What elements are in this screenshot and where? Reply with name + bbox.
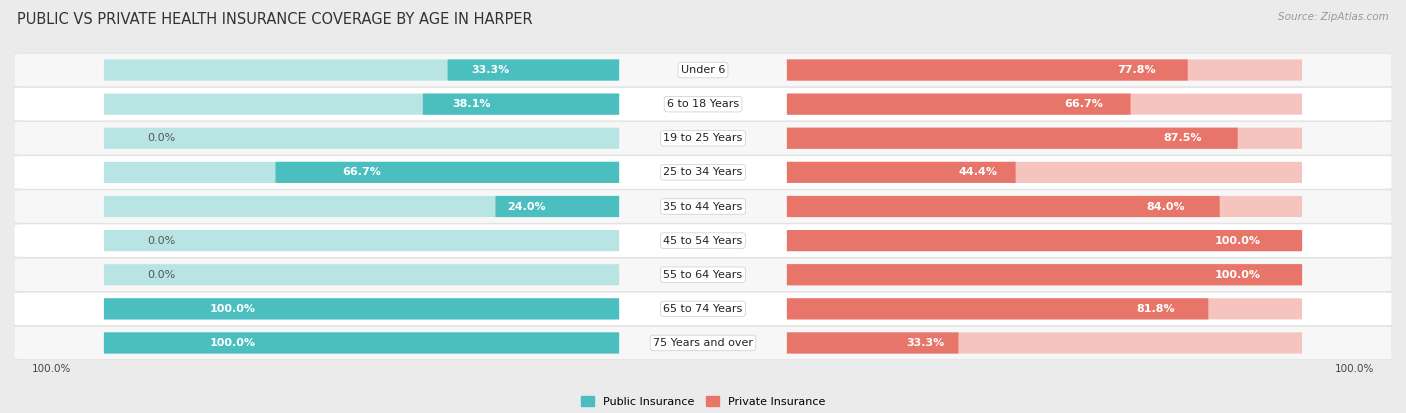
Legend: Public Insurance, Private Insurance: Public Insurance, Private Insurance [576,392,830,411]
Text: 35 to 44 Years: 35 to 44 Years [664,202,742,211]
FancyBboxPatch shape [104,59,619,81]
FancyBboxPatch shape [14,121,1392,155]
Text: 6 to 18 Years: 6 to 18 Years [666,99,740,109]
FancyBboxPatch shape [104,128,619,149]
Text: 66.7%: 66.7% [342,167,381,177]
FancyBboxPatch shape [787,230,1302,251]
FancyBboxPatch shape [14,190,1392,223]
Text: 100.0%: 100.0% [209,338,256,348]
Text: 24.0%: 24.0% [508,202,546,211]
FancyBboxPatch shape [14,326,1392,360]
Text: 33.3%: 33.3% [907,338,945,348]
FancyBboxPatch shape [104,230,619,251]
Text: 65 to 74 Years: 65 to 74 Years [664,304,742,314]
FancyBboxPatch shape [104,264,619,285]
Text: 38.1%: 38.1% [453,99,491,109]
FancyBboxPatch shape [104,94,619,115]
Text: 0.0%: 0.0% [148,236,176,246]
FancyBboxPatch shape [14,292,1392,325]
Text: 100.0%: 100.0% [32,364,72,374]
FancyBboxPatch shape [423,94,619,115]
Text: 81.8%: 81.8% [1136,304,1174,314]
FancyBboxPatch shape [787,298,1302,319]
Text: 75 Years and over: 75 Years and over [652,338,754,348]
FancyBboxPatch shape [104,196,619,217]
Text: 0.0%: 0.0% [148,133,176,143]
FancyBboxPatch shape [787,162,1015,183]
FancyBboxPatch shape [14,53,1392,87]
FancyBboxPatch shape [787,264,1302,285]
FancyBboxPatch shape [787,332,959,354]
Text: 84.0%: 84.0% [1146,202,1185,211]
FancyBboxPatch shape [104,162,619,183]
FancyBboxPatch shape [447,59,619,81]
Text: 55 to 64 Years: 55 to 64 Years [664,270,742,280]
FancyBboxPatch shape [787,94,1302,115]
Text: 25 to 34 Years: 25 to 34 Years [664,167,742,177]
FancyBboxPatch shape [104,298,619,319]
FancyBboxPatch shape [787,230,1302,251]
Text: 77.8%: 77.8% [1116,65,1156,75]
Text: Source: ZipAtlas.com: Source: ZipAtlas.com [1278,12,1389,22]
FancyBboxPatch shape [14,224,1392,257]
Text: 100.0%: 100.0% [1215,270,1261,280]
Text: 19 to 25 Years: 19 to 25 Years [664,133,742,143]
FancyBboxPatch shape [787,298,1208,319]
Text: 33.3%: 33.3% [471,65,509,75]
Text: 100.0%: 100.0% [1215,236,1261,246]
FancyBboxPatch shape [495,196,619,217]
FancyBboxPatch shape [14,88,1392,121]
FancyBboxPatch shape [14,258,1392,292]
FancyBboxPatch shape [14,156,1392,189]
FancyBboxPatch shape [787,128,1237,149]
Text: PUBLIC VS PRIVATE HEALTH INSURANCE COVERAGE BY AGE IN HARPER: PUBLIC VS PRIVATE HEALTH INSURANCE COVER… [17,12,533,27]
Text: 87.5%: 87.5% [1163,133,1202,143]
FancyBboxPatch shape [104,332,619,354]
Text: 0.0%: 0.0% [148,270,176,280]
Text: 45 to 54 Years: 45 to 54 Years [664,236,742,246]
FancyBboxPatch shape [787,162,1302,183]
FancyBboxPatch shape [276,162,619,183]
FancyBboxPatch shape [787,196,1219,217]
Text: 100.0%: 100.0% [1334,364,1374,374]
FancyBboxPatch shape [787,196,1302,217]
Text: 44.4%: 44.4% [959,167,997,177]
Text: 66.7%: 66.7% [1064,99,1104,109]
Text: 100.0%: 100.0% [209,304,256,314]
FancyBboxPatch shape [787,264,1302,285]
FancyBboxPatch shape [104,332,619,354]
FancyBboxPatch shape [787,94,1130,115]
FancyBboxPatch shape [787,128,1302,149]
FancyBboxPatch shape [104,298,619,319]
FancyBboxPatch shape [787,332,1302,354]
Text: Under 6: Under 6 [681,65,725,75]
FancyBboxPatch shape [787,59,1302,81]
FancyBboxPatch shape [787,59,1188,81]
